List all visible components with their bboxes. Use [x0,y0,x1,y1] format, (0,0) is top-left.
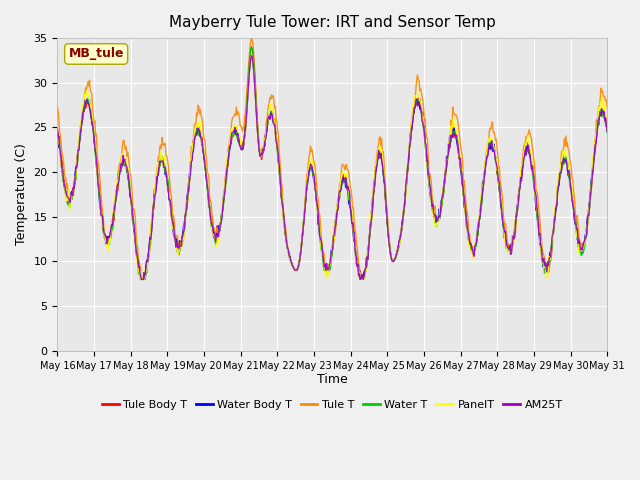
X-axis label: Time: Time [317,373,348,386]
Text: MB_tule: MB_tule [68,48,124,60]
Y-axis label: Temperature (C): Temperature (C) [15,144,28,245]
Title: Mayberry Tule Tower: IRT and Sensor Temp: Mayberry Tule Tower: IRT and Sensor Temp [169,15,496,30]
Legend: Tule Body T, Water Body T, Tule T, Water T, PanelT, AM25T: Tule Body T, Water Body T, Tule T, Water… [97,395,567,414]
